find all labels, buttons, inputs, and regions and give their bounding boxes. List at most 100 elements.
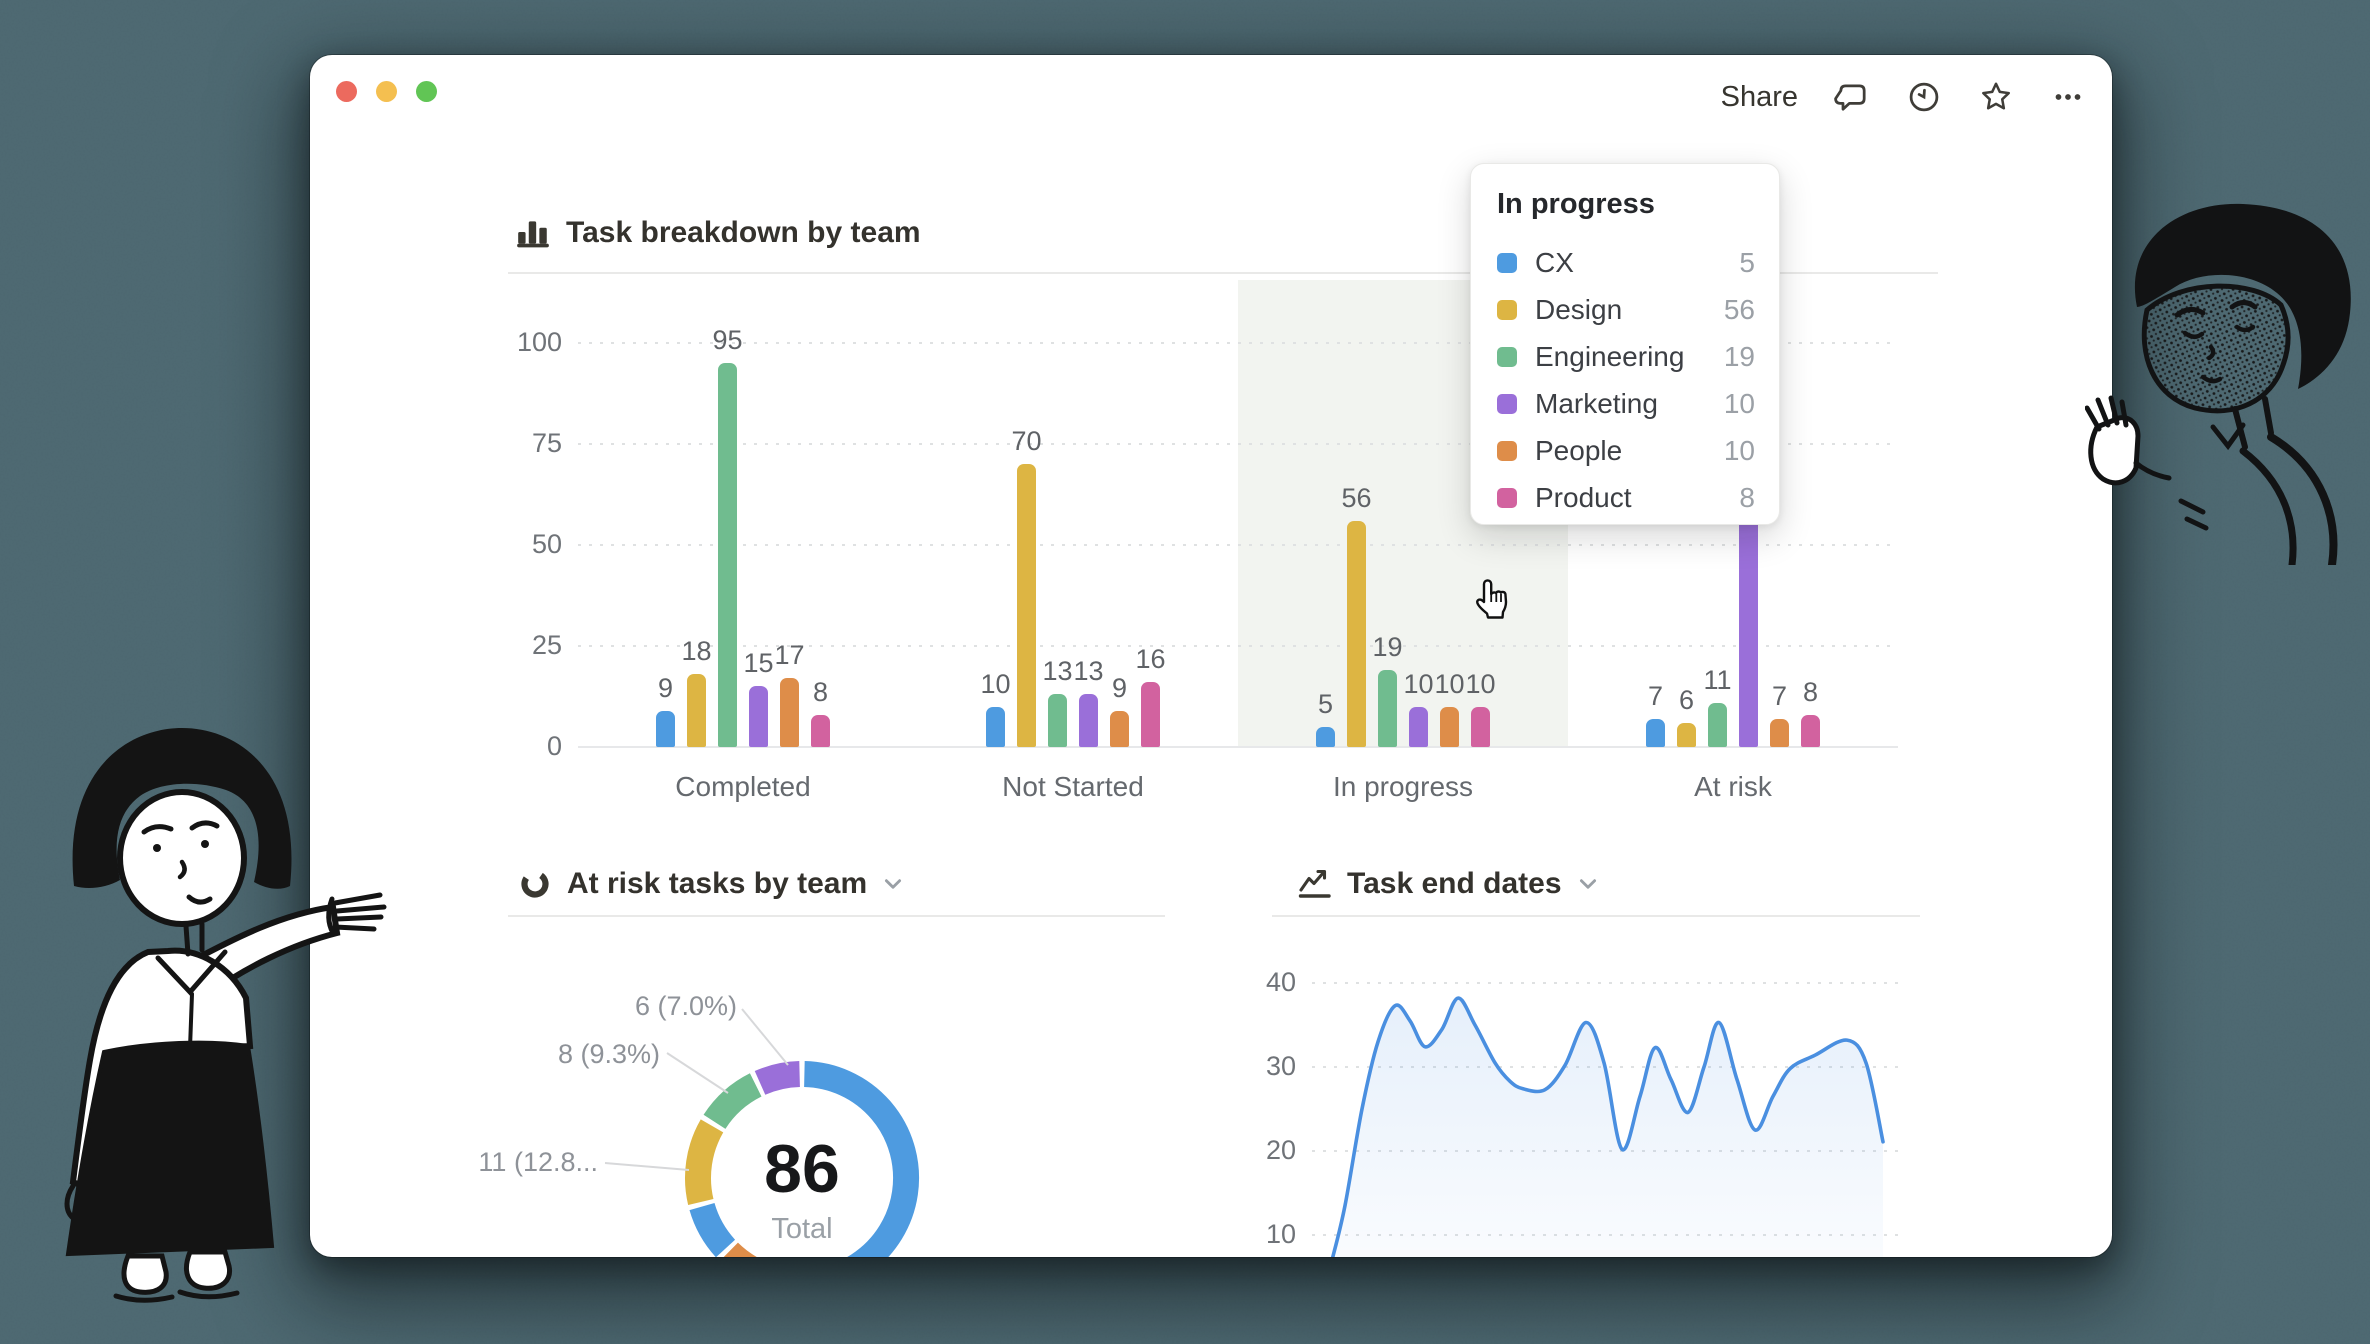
- donut-chart-icon: [521, 870, 549, 898]
- donut-segment[interactable]: [754, 1061, 801, 1095]
- bar-product-in-progress[interactable]: [1471, 706, 1490, 747]
- line-card-title: Task end dates: [1298, 867, 1599, 901]
- line-card-divider: [1272, 915, 1920, 917]
- bar-value-label: 56: [1341, 482, 1372, 513]
- bar-design-not-started[interactable]: [1017, 464, 1036, 747]
- bar-value-label: 17: [774, 640, 805, 671]
- history-clock-icon[interactable]: [1906, 79, 1942, 115]
- area-fill: [1332, 998, 1883, 1257]
- donut-center-value: 86: [764, 1131, 840, 1207]
- donut-segment[interactable]: [723, 1242, 770, 1257]
- y-axis-tick-label: 100: [516, 327, 562, 357]
- doodle-person-thinking: [2085, 203, 2351, 565]
- tooltip-series-value: 5: [1739, 246, 1755, 278]
- bar-people-in-progress[interactable]: [1440, 706, 1459, 747]
- donut-segment[interactable]: [703, 1073, 762, 1130]
- bar-value-label: 5: [1317, 688, 1334, 719]
- star-icon[interactable]: [1978, 79, 2014, 115]
- bar-value-label: 19: [1372, 632, 1403, 663]
- series-color-swatch: [1497, 393, 1517, 414]
- bar-cx-in-progress[interactable]: [1316, 726, 1335, 747]
- y-axis-tick-label: 30: [1265, 1051, 1296, 1081]
- y-axis-tick-label: 20: [1265, 1135, 1296, 1165]
- bar-marketing-at-risk[interactable]: [1739, 516, 1758, 747]
- line-chart-title: Task end dates: [1347, 867, 1562, 900]
- bar-engineering-not-started[interactable]: [1048, 694, 1067, 747]
- bar-cx-completed[interactable]: [656, 710, 675, 747]
- tooltip-series-label: Marketing: [1535, 387, 1658, 419]
- bar-value-label: 10: [1465, 668, 1496, 699]
- category-label: At risk: [1694, 771, 1772, 802]
- y-axis-tick-label: 10: [1265, 1219, 1296, 1249]
- bar-value-label: 70: [1011, 426, 1042, 457]
- app-window: Share Task breakdown by team 0 25 50 75 100 C…: [310, 55, 2112, 1257]
- tooltip-series-label: Design: [1535, 293, 1623, 325]
- donut-slice-label: 6 (7.0%): [634, 991, 737, 1021]
- tooltip-series-value: 10: [1723, 434, 1755, 466]
- tooltip-series-label: Product: [1535, 481, 1632, 513]
- y-axis-tick-label: 0: [546, 731, 562, 761]
- chart-hover-tooltip: In progress CX 5 Design 56 Engineering 1…: [1470, 163, 1780, 525]
- series-color-swatch: [1497, 440, 1517, 461]
- tooltip-row: Design 56: [1497, 286, 1755, 333]
- tooltip-series-value: 8: [1739, 481, 1755, 513]
- minimize-window-button[interactable]: [376, 81, 397, 102]
- tooltip-series-value: 19: [1723, 340, 1755, 372]
- bar-engineering-completed[interactable]: [718, 363, 737, 747]
- bar-cx-at-risk[interactable]: [1646, 718, 1665, 747]
- series-color-swatch: [1497, 346, 1517, 367]
- tooltip-title: In progress: [1497, 188, 1655, 220]
- bar-value-label: 16: [1135, 644, 1166, 675]
- series-color-swatch: [1497, 299, 1517, 320]
- window-controls: [336, 81, 437, 102]
- bar-design-at-risk[interactable]: [1677, 722, 1696, 747]
- bar-value-label: 9: [1111, 672, 1128, 703]
- chevron-down-icon[interactable]: [882, 873, 904, 895]
- bar-product-completed[interactable]: [811, 714, 830, 747]
- gridline: [578, 544, 1898, 546]
- x-axis-line: [578, 746, 1898, 748]
- ellipsis-menu-icon[interactable]: [2050, 79, 2086, 115]
- bar-marketing-in-progress[interactable]: [1409, 706, 1428, 747]
- donut-slice-label: 11 (12.8...: [478, 1147, 598, 1177]
- bar-value-label: 95: [712, 325, 743, 356]
- zoom-window-button[interactable]: [416, 81, 437, 102]
- tooltip-row: Engineering 19: [1497, 333, 1755, 380]
- donut-card-divider: [508, 915, 1165, 917]
- topbar-actions: Share: [1721, 77, 2086, 117]
- tooltip-series-value: 56: [1723, 293, 1755, 325]
- bar-people-at-risk[interactable]: [1770, 718, 1789, 747]
- bar-cx-not-started[interactable]: [986, 706, 1005, 747]
- donut-chart-title: At risk tasks by team: [567, 867, 868, 900]
- bar-value-label: 8: [1802, 676, 1819, 707]
- donut-center-label: Total: [771, 1213, 833, 1245]
- tooltip-row: Product 8: [1497, 474, 1755, 521]
- bar-marketing-completed[interactable]: [749, 686, 768, 747]
- share-button[interactable]: Share: [1720, 81, 1798, 113]
- bar-product-at-risk[interactable]: [1801, 714, 1820, 747]
- tooltip-series-value: 10: [1723, 387, 1755, 419]
- tooltip-series-label: People: [1535, 434, 1623, 466]
- line-chart-icon: [1298, 869, 1331, 898]
- area-line-chart[interactable]: [1300, 955, 1910, 1257]
- series-color-swatch: [1497, 487, 1517, 508]
- bar-value-label: 9: [657, 672, 674, 703]
- category-label: In progress: [1332, 771, 1474, 802]
- tooltip-series-label: CX: [1535, 246, 1574, 278]
- bar-chart-card-title: Task breakdown by team: [515, 215, 921, 251]
- bar-value-label: 8: [812, 676, 829, 707]
- comment-icon[interactable]: [1834, 79, 1870, 115]
- y-axis-tick-label: 40: [1265, 967, 1296, 997]
- category-label: Not Started: [1002, 771, 1144, 802]
- bar-people-not-started[interactable]: [1110, 710, 1129, 747]
- bar-chart-title: Task breakdown by team: [566, 216, 921, 249]
- series-color-swatch: [1497, 252, 1517, 273]
- close-window-button[interactable]: [336, 81, 357, 102]
- donut-slice-label: 8 (9.3%): [557, 1039, 660, 1069]
- tooltip-row: People 10: [1497, 427, 1755, 474]
- y-axis-tick-label: 50: [531, 529, 562, 559]
- pointer-hand-cursor: [1476, 579, 1508, 619]
- chevron-down-icon[interactable]: [1577, 873, 1599, 895]
- y-axis-tick-label: 25: [531, 630, 562, 660]
